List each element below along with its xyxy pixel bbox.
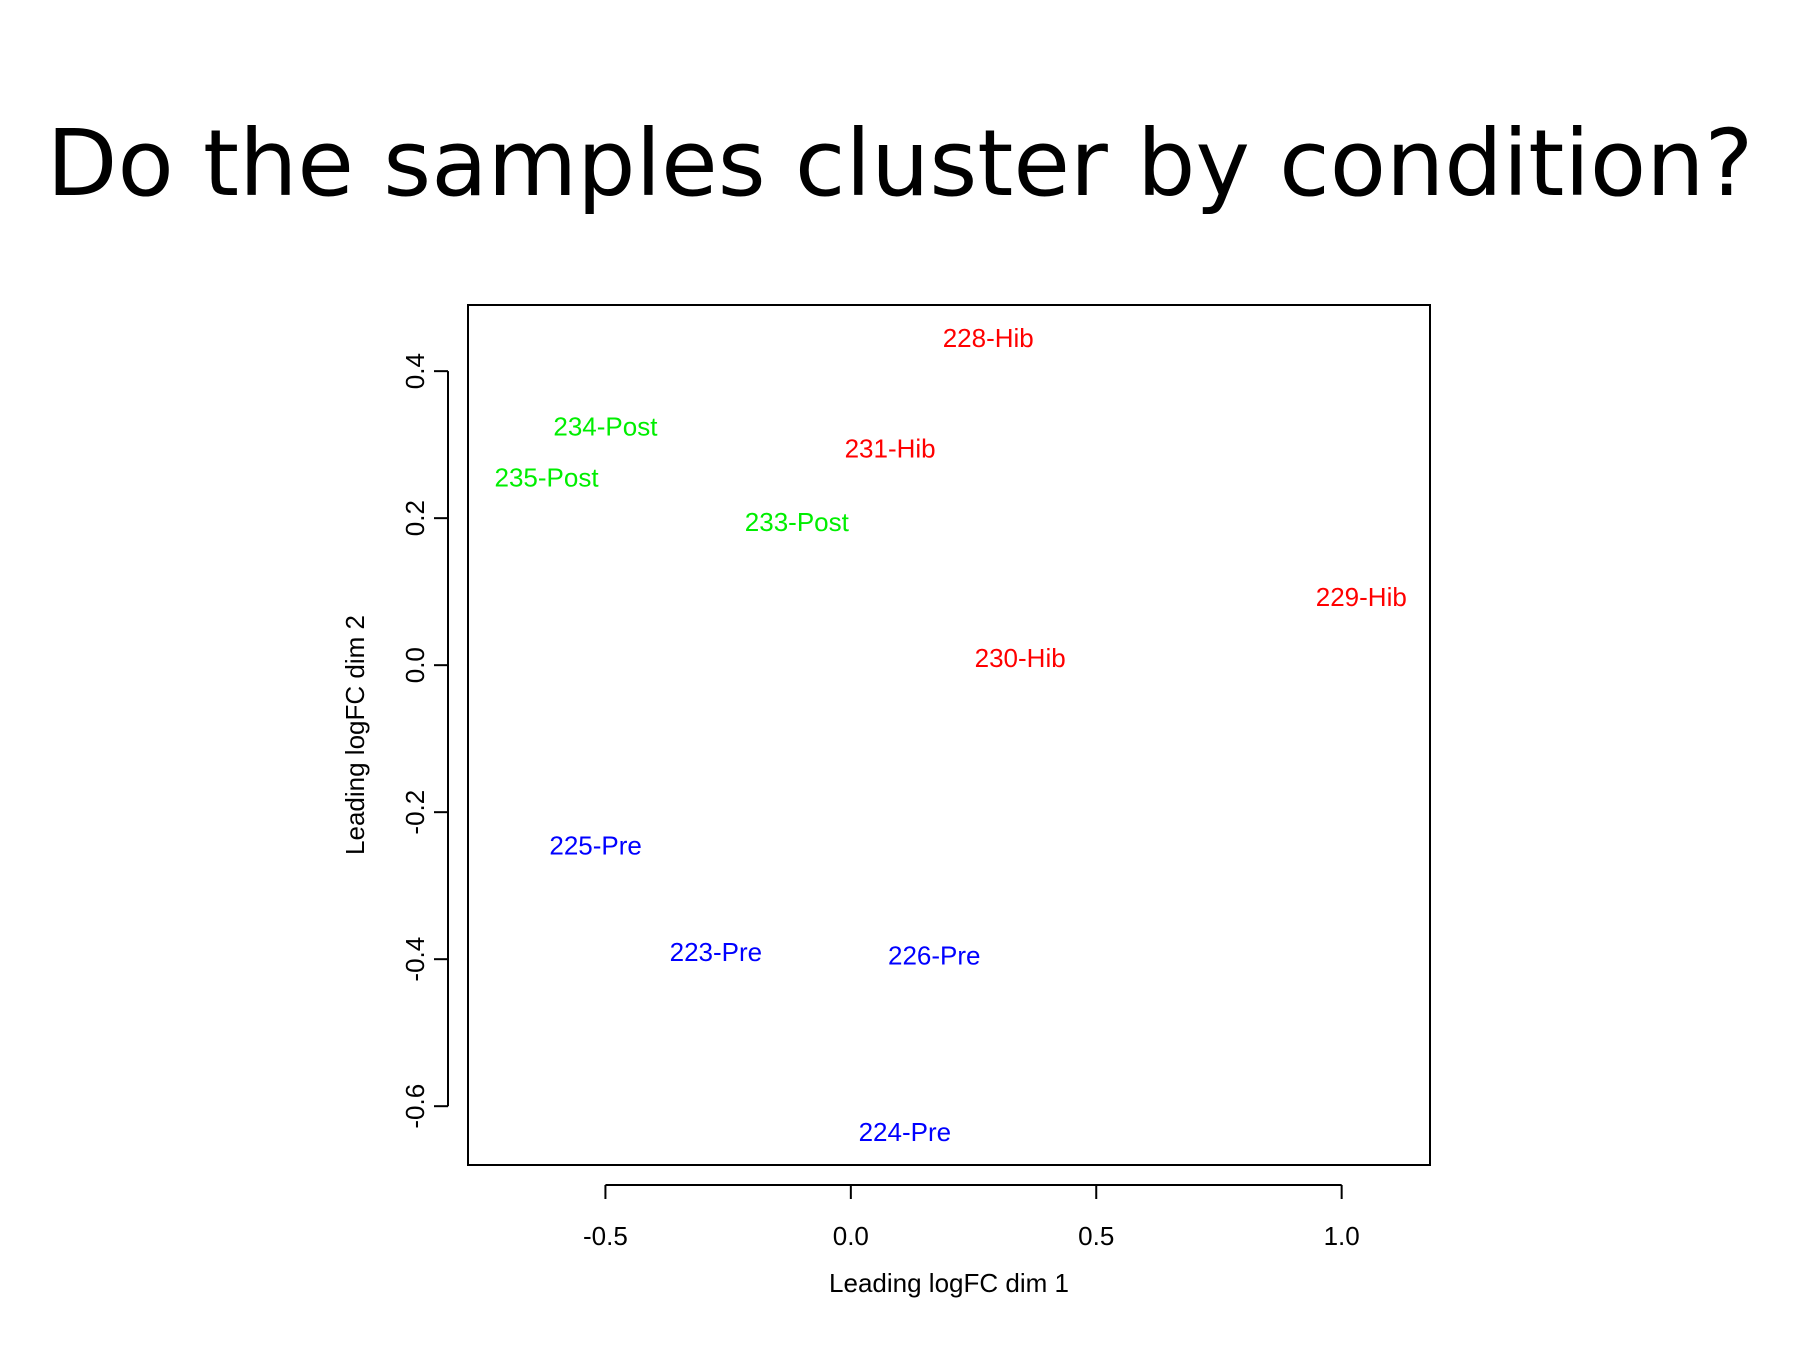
point-label-pre: 226-Pre <box>888 941 981 971</box>
x-tick-label: 0.5 <box>1078 1221 1114 1251</box>
y-tick-label: 0.2 <box>400 500 430 536</box>
point-labels: 228-Hib 234-Post 231-Hib 235-Post 233-Post 22… <box>494 323 1406 1147</box>
point-label-hib: 231-Hib <box>845 433 936 463</box>
y-tick-label: -0.2 <box>400 790 430 835</box>
point-label-hib: 228-Hib <box>943 323 1034 353</box>
x-axis: -0.5 0.0 0.5 1.0 <box>583 1184 1360 1251</box>
x-axis-label: Leading logFC dim 1 <box>829 1268 1069 1298</box>
point-label-pre: 224-Pre <box>859 1117 952 1147</box>
plot-frame <box>467 304 1431 1166</box>
point-label-post: 233-Post <box>745 507 850 537</box>
x-tick-label: 0.0 <box>833 1221 869 1251</box>
y-axis: -0.6 -0.4 -0.2 0.0 0.2 0.4 <box>400 353 449 1129</box>
point-label-post: 234-Post <box>553 411 658 441</box>
point-label-post: 235-Post <box>494 463 599 493</box>
y-tick-label: -0.4 <box>400 937 430 982</box>
x-tick-label: 1.0 <box>1324 1221 1360 1251</box>
y-axis-label: Leading logFC dim 2 <box>340 615 370 855</box>
y-tick-label: 0.0 <box>400 647 430 683</box>
x-tick-label: -0.5 <box>583 1221 628 1251</box>
point-label-pre: 225-Pre <box>549 830 642 860</box>
y-tick-label: -0.6 <box>400 1084 430 1129</box>
y-tick-label: 0.4 <box>400 353 430 389</box>
point-label-hib: 230-Hib <box>975 643 1066 673</box>
point-label-pre: 223-Pre <box>670 937 763 967</box>
point-label-hib: 229-Hib <box>1316 582 1407 612</box>
slide-title: Do the samples cluster by condition? <box>46 110 1754 217</box>
